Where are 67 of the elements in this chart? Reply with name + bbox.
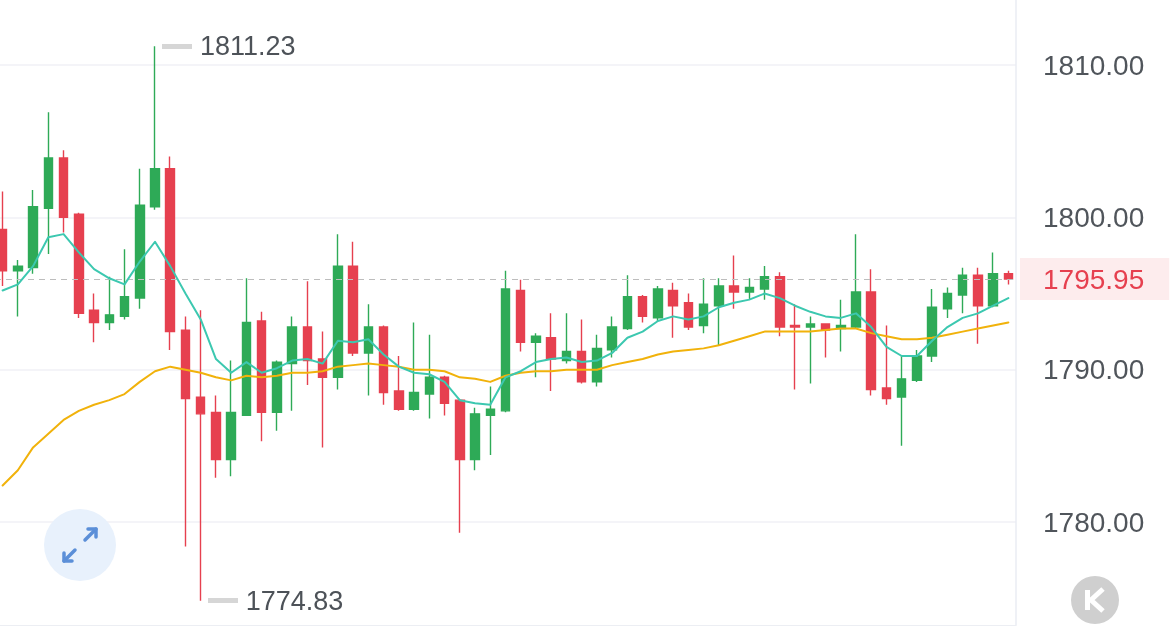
- y-tick-label: 1810.00: [1043, 49, 1145, 81]
- candlestick: [972, 266, 984, 345]
- candlestick: [393, 355, 405, 412]
- candlestick: [774, 271, 786, 337]
- candlestick: [820, 323, 831, 359]
- candlestick: [622, 274, 633, 331]
- candlestick: [378, 324, 389, 406]
- candlestick: [1003, 269, 1014, 286]
- candlestick: [896, 355, 907, 447]
- candlestick: [73, 212, 85, 319]
- candlestick: [637, 294, 648, 324]
- candlestick: [698, 277, 709, 334]
- candlestick: [88, 292, 100, 343]
- candlestick: [408, 321, 420, 412]
- candlestick: [865, 268, 877, 397]
- candlestick: [302, 280, 313, 386]
- candlestick: [195, 309, 206, 602]
- candlestick: [256, 311, 267, 442]
- line-series: [1, 321, 1010, 487]
- candlestick: [652, 285, 664, 322]
- annotation: 1774.83: [245, 585, 344, 616]
- candlestick: [43, 111, 54, 255]
- candlestick: [805, 315, 816, 385]
- candlestick: [469, 407, 481, 471]
- candlestick: [713, 277, 725, 347]
- candlestick: [911, 349, 923, 383]
- candlestick: [332, 233, 344, 391]
- candlestick: [545, 312, 557, 392]
- candlestick: [835, 298, 847, 353]
- candlestick: [728, 254, 740, 310]
- candlestick: [667, 282, 679, 339]
- candlestick: [454, 399, 466, 534]
- candlestick: [744, 277, 755, 301]
- candlestick: [850, 233, 862, 330]
- candlestick: [271, 359, 283, 432]
- candlestick: [987, 251, 999, 308]
- candlestick: [942, 286, 953, 319]
- candlestick: [286, 315, 298, 412]
- candlestick: [241, 277, 252, 417]
- candlestick: [881, 324, 892, 406]
- candlestick: [180, 315, 191, 548]
- candlestick: [210, 394, 222, 479]
- candlestick: [957, 266, 968, 315]
- y-tick-label: 1790.00: [1043, 354, 1145, 386]
- candlestick: [759, 265, 770, 301]
- line-series: [1, 233, 1010, 406]
- candlestick: [363, 303, 374, 397]
- annotation: 1811.23: [200, 31, 296, 62]
- candlestick: [530, 332, 542, 379]
- ref-line-label: 1795.95: [1043, 263, 1145, 295]
- y-tick-label: 1800.00: [1043, 201, 1145, 233]
- candlestick: [515, 279, 526, 353]
- candlestick: [12, 259, 24, 318]
- candlestick: [606, 315, 618, 359]
- candlestick: [27, 189, 39, 275]
- candlestick: [119, 248, 130, 321]
- y-tick-label: 1780.00: [1043, 506, 1145, 538]
- candlestick: [347, 241, 359, 357]
- candlestick: [424, 333, 435, 420]
- candlestick: [225, 359, 237, 478]
- candlestick: [149, 45, 161, 211]
- candlestick: [164, 155, 176, 351]
- candlestick: [500, 269, 511, 414]
- candlestick: [58, 149, 69, 234]
- candlestick: [134, 167, 146, 310]
- candlestick: [683, 292, 694, 331]
- candlestick: [485, 385, 496, 456]
